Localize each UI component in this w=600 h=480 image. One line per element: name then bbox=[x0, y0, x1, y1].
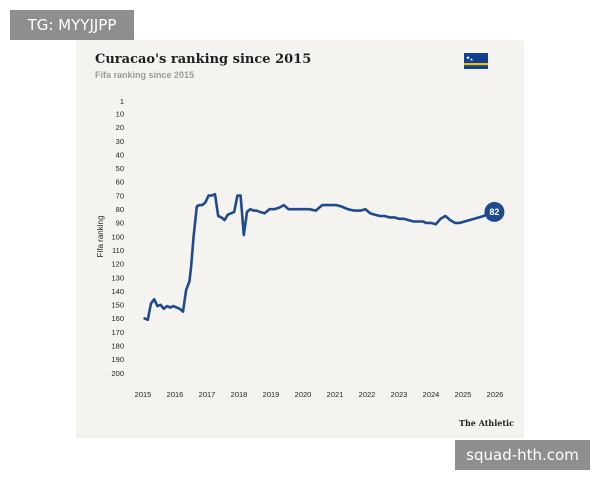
x-tick-label: 2022 bbox=[359, 390, 376, 399]
y-tick-label: 160 bbox=[111, 314, 124, 323]
y-tick-label: 30 bbox=[116, 137, 124, 146]
y-tick-label: 1 bbox=[120, 97, 124, 106]
y-tick-label: 80 bbox=[116, 205, 124, 214]
ranking-series-line bbox=[143, 192, 494, 322]
watermark-bottom: squad-hth.com bbox=[455, 440, 590, 470]
x-tick-label: 2020 bbox=[295, 390, 312, 399]
y-tick-label: 200 bbox=[111, 369, 124, 378]
y-tick-label: 190 bbox=[111, 355, 124, 364]
x-tick-label: 2017 bbox=[199, 390, 216, 399]
y-tick-label: 60 bbox=[116, 178, 124, 187]
y-tick-label: 180 bbox=[111, 342, 124, 351]
y-tick-label: 90 bbox=[116, 219, 124, 228]
y-tick-label: 130 bbox=[111, 273, 124, 282]
y-tick-label: 170 bbox=[111, 328, 124, 337]
y-tick-label: 140 bbox=[111, 287, 124, 296]
ranking-chart: Fifa ranking1102030405060708090100110120… bbox=[96, 97, 505, 399]
watermark-top: TG: MYYJJPP bbox=[10, 10, 134, 40]
end-point-marker bbox=[484, 201, 505, 222]
x-tick-label: 2016 bbox=[167, 390, 184, 399]
y-tick-label: 70 bbox=[116, 191, 124, 200]
y-tick-label: 10 bbox=[116, 109, 124, 118]
end-point-label: 82 bbox=[489, 207, 499, 217]
y-axis-label: Fifa ranking bbox=[96, 216, 105, 258]
y-tick-label: 120 bbox=[111, 260, 124, 269]
x-tick-label: 2026 bbox=[487, 390, 504, 399]
chart-subtitle: Fifa ranking since 2015 bbox=[95, 70, 195, 80]
x-tick-label: 2025 bbox=[455, 390, 472, 399]
y-tick-label: 100 bbox=[111, 232, 124, 241]
x-tick-label: 2021 bbox=[327, 390, 344, 399]
y-tick-label: 110 bbox=[112, 246, 124, 255]
y-tick-label: 20 bbox=[116, 123, 124, 132]
y-tick-label: 50 bbox=[116, 164, 124, 173]
x-tick-label: 2023 bbox=[391, 390, 408, 399]
x-tick-label: 2015 bbox=[135, 390, 152, 399]
y-tick-label: 150 bbox=[111, 301, 124, 310]
x-tick-label: 2018 bbox=[231, 390, 248, 399]
brand-logo: The Athletic bbox=[459, 418, 514, 428]
chart-title: Curacao's ranking since 2015 bbox=[95, 52, 312, 67]
x-tick-label: 2024 bbox=[423, 390, 440, 399]
curacao-flag-icon bbox=[464, 53, 488, 69]
x-tick-label: 2019 bbox=[263, 390, 280, 399]
y-tick-label: 40 bbox=[116, 150, 124, 159]
chart-card: Curacao's ranking since 2015 Fifa rankin… bbox=[76, 40, 524, 438]
